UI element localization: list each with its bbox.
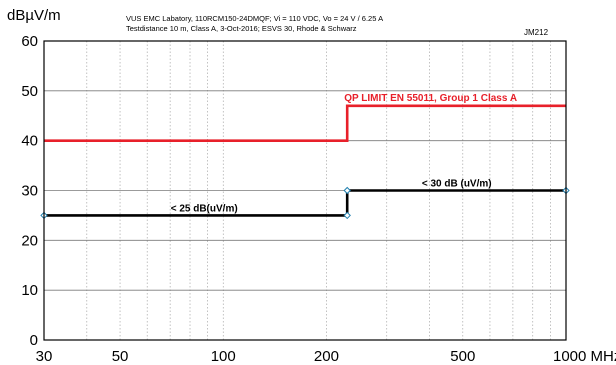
measurement-annotation: < 30 dB (uV/m) [422,179,492,190]
series-lines [44,104,566,217]
plot-frame [43,40,567,341]
y-tick-label: 10 [21,282,38,299]
y-tick-label: 30 [21,183,38,200]
x-tick-label: 100 [211,348,236,365]
data-marker [343,186,351,195]
limit-line [44,104,566,142]
y-tick-label: 50 [21,83,38,100]
y-tick-label: 20 [21,232,38,249]
y-tick-label: 40 [21,133,38,150]
y-axis-label: dBµV/m [7,7,61,24]
chart-annotations: QP LIMIT EN 55011, Group 1 Class A < 25 d… [171,93,517,215]
x-tick-label: 50 [112,348,129,365]
x-tick-labels: 30 50 100 200 500 1000 MHz [36,348,616,365]
y-tick-labels: 0 10 20 30 40 50 60 [21,33,38,349]
header-line-1: VUS EMC Labatory, 110RCM150-24DMQF; Vi =… [126,14,383,23]
data-marker [343,211,351,220]
y-tick-label: 0 [30,332,38,349]
chart-code: JM212 [524,28,549,37]
header-line-2: Testdistance 10 m, Class A, 3-Oct-2016; … [126,24,357,33]
y-tick-label: 60 [21,33,38,50]
x-tick-label: 30 [36,348,53,365]
measurement-annotation: < 25 dB(uV/m) [171,203,238,214]
limit-label: QP LIMIT EN 55011, Group 1 Class A [344,93,517,104]
x-tick-label: 200 [314,348,339,365]
measurement-line [44,189,566,217]
x-tick-label: 500 [450,348,475,365]
x-tick-label: 1000 MHz [553,348,616,365]
